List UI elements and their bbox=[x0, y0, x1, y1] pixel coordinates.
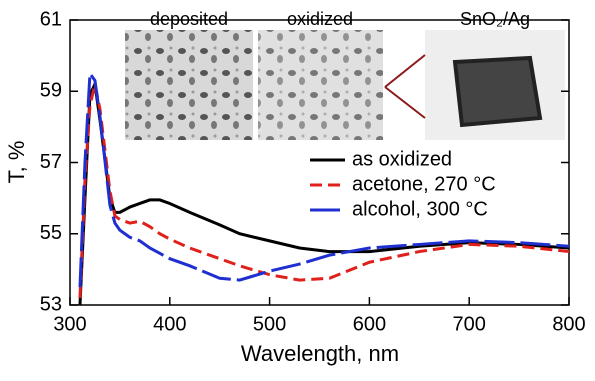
x-axis-label: Wavelength, nm bbox=[241, 341, 399, 366]
y-tick-label: 57 bbox=[40, 151, 62, 173]
inset-particle bbox=[455, 58, 540, 125]
arrow bbox=[385, 55, 425, 87]
x-tick-label: 500 bbox=[253, 313, 286, 335]
inset-image bbox=[258, 30, 383, 140]
y-axis-label: T, % bbox=[4, 141, 29, 184]
x-tick-label: 700 bbox=[453, 313, 486, 335]
x-tick-label: 400 bbox=[153, 313, 186, 335]
inset-label: oxidized bbox=[287, 9, 353, 29]
legend-label: alcohol, 300 °C bbox=[352, 198, 488, 220]
chart: deposited oxidized SnO₂/Ag Wavelength, n… bbox=[0, 0, 595, 376]
y-tick-label: 53 bbox=[40, 293, 62, 315]
legend-label: as oxidized bbox=[352, 148, 452, 170]
x-tick-label: 600 bbox=[353, 313, 386, 335]
y-tick-label: 55 bbox=[40, 222, 62, 244]
inset-label: SnO₂/Ag bbox=[460, 9, 530, 29]
arrow bbox=[385, 87, 425, 118]
inset-image bbox=[125, 30, 253, 140]
x-tick-label: 300 bbox=[53, 313, 86, 335]
inset-label: deposited bbox=[150, 9, 228, 29]
y-tick-label: 59 bbox=[40, 80, 62, 102]
legend-label: acetone, 270 °C bbox=[352, 173, 496, 195]
x-tick-label: 800 bbox=[552, 313, 585, 335]
y-tick-label: 61 bbox=[40, 8, 62, 30]
